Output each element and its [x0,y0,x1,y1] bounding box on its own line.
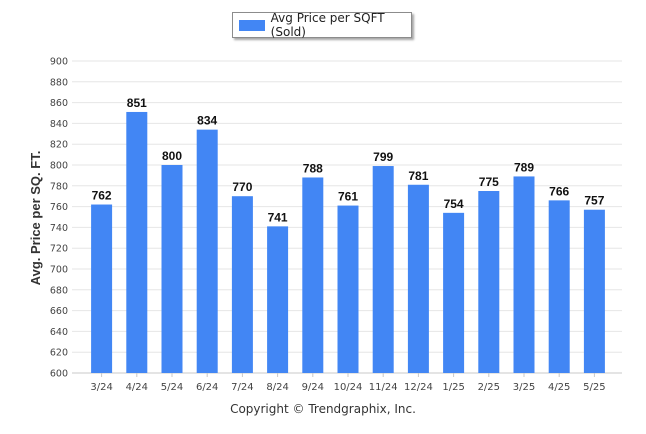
bars [91,111,605,374]
bar [513,176,535,373]
bar-value-label: 770 [232,180,252,194]
y-tick-label: 740 [50,223,68,234]
legend-swatch [239,19,265,31]
bar [302,177,324,373]
bar [478,191,500,373]
x-tick-label: 5/24 [161,382,183,393]
x-tick-label: 1/25 [442,382,464,393]
y-tick-label: 720 [50,244,68,255]
bar-value-label: 754 [444,197,464,211]
data-labels: 762 851 800 834 770 741 788 761 799 781 754 775 789 7… [92,96,605,224]
y-tick-label: 880 [50,77,68,88]
bar-value-label: 851 [127,96,147,110]
x-tick-label: 4/25 [548,382,570,393]
x-tick-label: 7/24 [231,382,253,393]
y-tick-label: 700 [50,265,68,276]
bar-value-label: 762 [92,189,112,203]
y-tick-label: 640 [50,327,68,338]
bar [196,129,218,373]
y-tick-label: 820 [50,140,68,151]
bar [443,212,465,373]
bar-value-label: 834 [197,114,217,128]
bar-value-label: 781 [408,169,428,183]
bar-value-label: 741 [268,210,288,224]
bar-value-label: 766 [549,184,569,198]
bar [407,184,429,373]
y-tick-label: 800 [50,161,68,172]
bar [548,200,570,373]
bar-value-label: 799 [373,150,393,164]
bar-value-label: 757 [584,194,604,208]
bar-value-label: 788 [303,161,323,175]
bar-value-label: 800 [162,149,182,163]
y-tick-label: 840 [50,119,68,130]
x-tick-label: 8/24 [266,382,288,393]
y-axis-ticks: 600 620 640 660 680 700 720 740 760 780 800 820 840 8… [50,57,68,380]
x-tick-label: 12/24 [404,382,433,393]
x-tick-label: 9/24 [302,382,324,393]
bar-value-label: 789 [514,160,534,174]
bar [583,209,605,373]
y-tick-label: 860 [50,98,68,109]
bar-value-label: 775 [479,175,499,189]
x-tick-label: 4/24 [126,382,148,393]
bar [372,166,394,373]
x-tick-label: 10/24 [334,382,363,393]
bar [126,111,148,374]
y-tick-label: 680 [50,285,68,296]
legend: Avg Price per SQFT (Sold) [232,11,412,39]
y-tick-label: 620 [50,348,68,359]
y-tick-label: 660 [50,306,68,317]
y-tick-label: 900 [50,57,68,68]
bar [91,204,113,373]
legend-label: Avg Price per SQFT (Sold) [270,11,385,39]
bar [161,165,183,373]
bar [337,205,359,373]
y-tick-label: 600 [50,369,68,380]
x-tick-label: 11/24 [369,382,398,393]
y-tick-label: 780 [50,181,68,192]
x-tick-label: 3/25 [513,382,535,393]
x-axis-ticks: 3/24 4/24 5/24 6/24 7/24 8/24 9/24 10/24 11/24 12… [90,373,606,393]
bar-value-label: 761 [338,190,358,204]
x-tick-label: 6/24 [196,382,218,393]
x-tick-label: 5/25 [583,382,605,393]
bar [231,196,253,373]
y-axis-title: Avg. Price per SQ. FT. [28,151,43,286]
x-tick-label: 3/24 [90,382,112,393]
x-tick-label: 2/25 [478,382,500,393]
bar [267,226,289,373]
y-tick-label: 760 [50,202,68,213]
copyright-text: Copyright © Trendgraphix, Inc. [230,402,416,416]
